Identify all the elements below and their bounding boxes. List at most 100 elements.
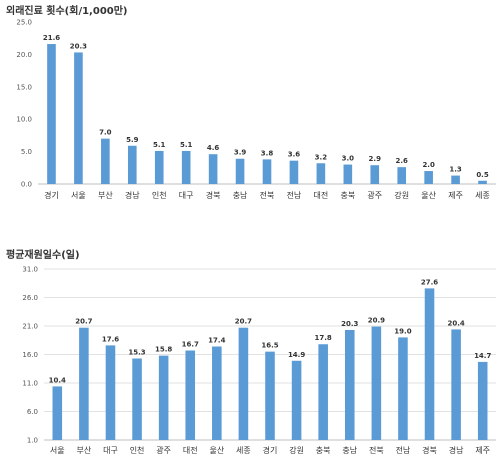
avg-stay-days-plot: 1.0 6.0 11.0 16.0 21.0 26.0 31.0 10.4 서울 20.7 부산 17…	[22, 266, 496, 455]
category-label: 서울	[50, 446, 65, 455]
bar	[47, 44, 56, 185]
chart-title: 외래진료 횟수(회/1,000만)	[6, 6, 128, 17]
y-tick-label: 6.0	[27, 408, 38, 416]
category-label: 세종	[475, 191, 490, 200]
bar	[397, 167, 407, 184]
category-label: 경기	[263, 445, 278, 455]
category-label: 제주	[475, 446, 490, 455]
bar	[132, 358, 142, 440]
bar-value-label: 4.6	[207, 144, 220, 152]
bar	[158, 355, 169, 440]
category-label: 인천	[130, 445, 145, 455]
category-label: 강원	[289, 445, 304, 455]
bar	[79, 327, 89, 440]
bar-value-label: 2.0	[422, 161, 435, 169]
bar-value-label: 20.7	[235, 318, 252, 326]
bar-value-label: 5.1	[180, 141, 193, 149]
bar	[181, 150, 191, 184]
y-tick-label: 16.0	[22, 351, 38, 359]
bar-value-label: 16.7	[182, 341, 199, 349]
bar-value-label: 20.9	[368, 317, 385, 325]
bar-value-label: 20.7	[75, 318, 92, 326]
bar-value-label: 20.4	[447, 319, 464, 327]
bar	[318, 344, 328, 440]
bar	[477, 361, 488, 440]
bar	[371, 326, 382, 440]
bar-value-label: 3.6	[288, 151, 301, 159]
bar	[398, 337, 408, 440]
bar	[127, 145, 137, 184]
bar	[235, 158, 245, 184]
category-label: 경남	[125, 190, 140, 200]
bar	[105, 345, 116, 440]
bar	[478, 180, 487, 184]
chart-title: 평균재원일수(일)	[6, 250, 80, 261]
category-label: 경북	[422, 445, 437, 455]
bar	[265, 351, 275, 440]
y-tick-label: 11.0	[22, 380, 38, 388]
category-label: 충북	[316, 446, 331, 455]
bar-value-label: 14.9	[288, 351, 305, 359]
bar-value-label: 17.4	[208, 337, 225, 345]
category-label: 제주	[448, 191, 463, 200]
bar	[451, 329, 461, 440]
bar	[262, 159, 272, 184]
category-label: 경기	[44, 190, 59, 200]
category-label: 대구	[103, 446, 118, 455]
bar	[424, 288, 435, 440]
category-label: 울산	[421, 190, 436, 200]
bar-value-label: 19.0	[394, 327, 411, 335]
bar	[101, 138, 110, 184]
bar-value-label: 17.6	[102, 335, 119, 343]
avg-stay-days-chart: 평균재원일수(일) 1.0 6.0 11.0 16.0 21.0 26.0 31.0 10.4…	[0, 244, 500, 458]
bar-value-label: 1.3	[449, 166, 462, 174]
bar-value-label: 14.7	[474, 352, 491, 360]
category-label: 부산	[77, 445, 92, 455]
category-label: 충북	[340, 191, 355, 200]
bar	[291, 360, 302, 440]
bar-value-label: 3.8	[261, 149, 274, 157]
bar-value-label: 27.6	[421, 278, 438, 286]
category-label: 대전	[183, 445, 198, 455]
category-label: 대전	[314, 190, 329, 200]
bar-value-label: 3.0	[342, 155, 355, 163]
bar	[208, 154, 218, 184]
bar-value-label: 3.2	[315, 153, 328, 161]
outpatient-visits-plot: 0.0 5.0 10.0 15.0 20.0 25.0 21.6 경기 20.3 서울 7.0 부산 5…	[16, 19, 496, 200]
bar	[154, 150, 164, 184]
category-label: 서울	[71, 191, 86, 200]
bar-value-label: 10.4	[49, 376, 66, 384]
bar-value-label: 5.9	[126, 136, 139, 144]
bar-value-label: 16.5	[261, 342, 278, 350]
y-tick-label: 1.0	[27, 437, 38, 445]
y-tick-label: 0.0	[21, 181, 32, 189]
category-label: 세종	[236, 446, 251, 455]
bar-value-label: 20.3	[341, 320, 358, 328]
bar	[343, 164, 353, 184]
bar	[370, 165, 380, 184]
category-label: 충남	[342, 446, 357, 455]
y-tick-label: 26.0	[22, 294, 38, 302]
category-label: 광주	[367, 190, 382, 200]
y-tick-label: 25.0	[16, 19, 32, 27]
category-label: 광주	[156, 445, 171, 455]
y-tick-label: 10.0	[16, 116, 32, 124]
category-label: 경남	[449, 445, 464, 455]
bar	[74, 52, 83, 185]
bar-value-label: 7.0	[99, 129, 112, 137]
category-label: 대구	[179, 191, 194, 200]
category-label: 경북	[206, 190, 221, 200]
category-label: 전북	[369, 445, 384, 455]
bar	[344, 329, 355, 440]
bar	[185, 350, 196, 440]
category-label: 부산	[98, 190, 113, 200]
bar-value-label: 2.9	[369, 155, 382, 163]
category-label: 충남	[233, 191, 248, 200]
bar	[238, 327, 249, 440]
category-label: 인천	[152, 190, 167, 200]
bar	[451, 175, 460, 184]
y-tick-label: 15.0	[16, 83, 32, 91]
bar-value-label: 2.6	[396, 157, 409, 165]
bar	[52, 386, 63, 440]
bar	[316, 163, 326, 184]
